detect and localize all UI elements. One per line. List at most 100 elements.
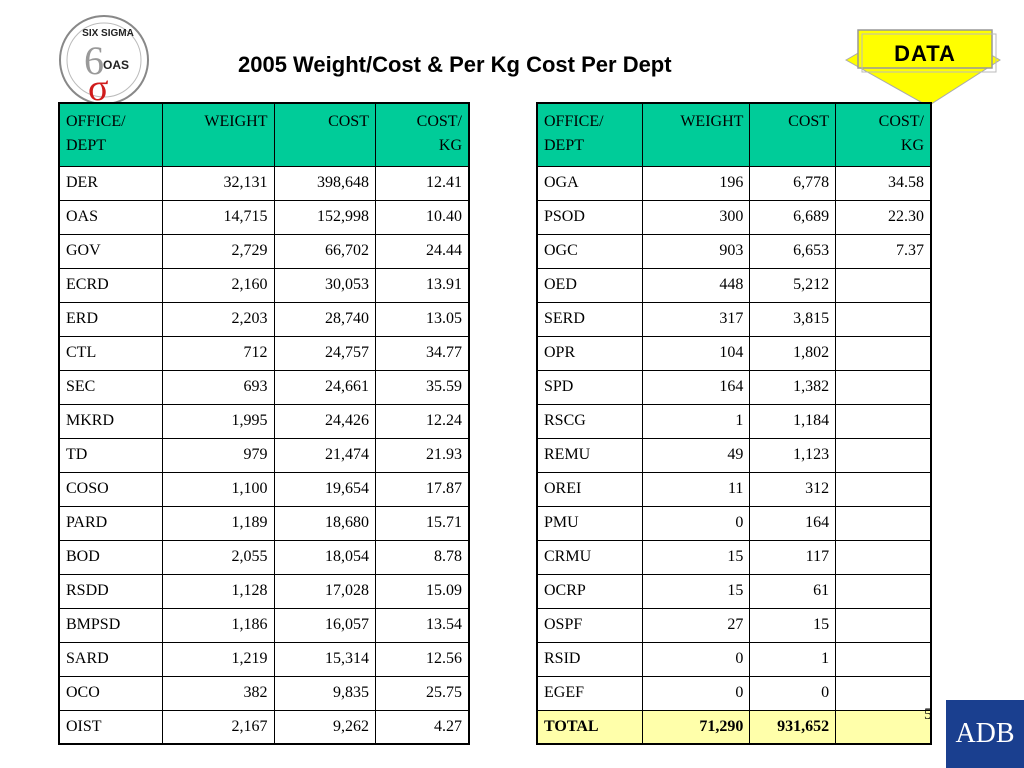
logo-top-text: SIX SIGMA xyxy=(82,28,134,39)
dept-name-cell: CRMU xyxy=(536,539,643,575)
cost-cell: 16,057 xyxy=(273,607,376,643)
dept-name-cell: SERD xyxy=(536,301,643,337)
table-row: SPD 164 1,382 xyxy=(536,369,932,405)
weight-cell: 15 xyxy=(641,573,751,609)
weight-cell: 1 xyxy=(641,403,751,439)
cost-cell: 931,652 xyxy=(749,709,837,745)
weight-cell: 2,167 xyxy=(162,709,275,745)
dept-name-cell: PARD xyxy=(58,505,164,541)
table-header-row: OFFICE/DEPT WEIGHT COST COST/KG xyxy=(58,102,470,167)
dept-name-cell: ERD xyxy=(58,301,164,337)
cost-cell: 164 xyxy=(749,505,837,541)
cost-per-kg-cell: 10.40 xyxy=(374,199,470,235)
cost-per-kg-cell: 4.27 xyxy=(374,709,470,745)
col-header-cost-per-kg: COST/KG xyxy=(374,102,470,167)
cost-per-kg-cell: 12.24 xyxy=(374,403,470,439)
logo-bottom-text: OAS xyxy=(103,58,129,72)
cost-per-kg-cell xyxy=(835,369,932,405)
cost-per-kg-cell: 13.05 xyxy=(374,301,470,337)
dept-name-cell: OREI xyxy=(536,471,643,507)
dept-name-cell: OGA xyxy=(536,165,643,201)
cost-per-kg-cell xyxy=(835,437,932,473)
dept-name-cell: REMU xyxy=(536,437,643,473)
dept-name-cell: RSDD xyxy=(58,573,164,609)
cost-per-kg-cell: 35.59 xyxy=(374,369,470,405)
cost-per-kg-cell: 22.30 xyxy=(835,199,932,235)
cost-per-kg-cell: 15.71 xyxy=(374,505,470,541)
weight-cell: 104 xyxy=(641,335,751,371)
table-row: PARD 1,189 18,680 15.71 xyxy=(58,505,470,541)
left-dept-table: OFFICE/DEPT WEIGHT COST COST/KG DER 32,13… xyxy=(58,102,470,745)
weight-cell: 1,219 xyxy=(162,641,275,677)
dept-name-cell: OED xyxy=(536,267,643,303)
cost-per-kg-cell xyxy=(835,675,932,711)
dept-name-cell: SPD xyxy=(536,369,643,405)
cost-per-kg-cell: 17.87 xyxy=(374,471,470,507)
table-row: RSDD 1,128 17,028 15.09 xyxy=(58,573,470,609)
weight-cell: 0 xyxy=(641,641,751,677)
weight-cell: 1,995 xyxy=(162,403,275,439)
cost-per-kg-cell: 12.56 xyxy=(374,641,470,677)
col-header-cost-per-kg: COST/KG xyxy=(835,102,932,167)
weight-cell: 903 xyxy=(641,233,751,269)
weight-cell: 49 xyxy=(641,437,751,473)
col-header-weight: WEIGHT xyxy=(162,102,275,167)
six-sigma-oas-logo: SIX SIGMA OAS 6 σ xyxy=(59,15,149,106)
col-header-cost: COST xyxy=(749,102,837,167)
cost-per-kg-cell xyxy=(835,641,932,677)
cost-per-kg-cell: 12.41 xyxy=(374,165,470,201)
weight-cell: 164 xyxy=(641,369,751,405)
table-row: BOD 2,055 18,054 8.78 xyxy=(58,539,470,575)
cost-cell: 1 xyxy=(749,641,837,677)
col-header-office: OFFICE/DEPT xyxy=(536,102,643,167)
dept-name-cell: OCRP xyxy=(536,573,643,609)
table-row: OCO 382 9,835 25.75 xyxy=(58,675,470,711)
weight-cell: 448 xyxy=(641,267,751,303)
cost-cell: 6,689 xyxy=(749,199,837,235)
cost-per-kg-cell xyxy=(835,709,932,745)
cost-per-kg-cell xyxy=(835,539,932,575)
table-row: ECRD 2,160 30,053 13.91 xyxy=(58,267,470,303)
cost-cell: 1,123 xyxy=(749,437,837,473)
table-row: SEC 693 24,661 35.59 xyxy=(58,369,470,405)
table-row: PSOD 300 6,689 22.30 xyxy=(536,199,932,235)
table-row: CTL 712 24,757 34.77 xyxy=(58,335,470,371)
table-row: TD 979 21,474 21.93 xyxy=(58,437,470,473)
table-row: OIST 2,167 9,262 4.27 xyxy=(58,709,470,745)
cost-cell: 1,382 xyxy=(749,369,837,405)
dept-name-cell: SEC xyxy=(58,369,164,405)
cost-cell: 9,835 xyxy=(273,675,376,711)
table-row: OGC 903 6,653 7.37 xyxy=(536,233,932,269)
dept-name-cell: EGEF xyxy=(536,675,643,711)
weight-cell: 196 xyxy=(641,165,751,201)
cost-cell: 28,740 xyxy=(273,301,376,337)
data-badge-arrow-icon xyxy=(844,29,1001,107)
adb-logo: ADB xyxy=(946,700,1024,768)
cost-cell: 66,702 xyxy=(273,233,376,269)
weight-cell: 693 xyxy=(162,369,275,405)
table-row: OED 448 5,212 xyxy=(536,267,932,303)
cost-per-kg-cell: 21.93 xyxy=(374,437,470,473)
cost-cell: 24,426 xyxy=(273,403,376,439)
cost-cell: 117 xyxy=(749,539,837,575)
cost-cell: 21,474 xyxy=(273,437,376,473)
cost-cell: 18,054 xyxy=(273,539,376,575)
cost-cell: 61 xyxy=(749,573,837,609)
col-header-cost: COST xyxy=(273,102,376,167)
right-dept-table: OFFICE/DEPT WEIGHT COST COST/KG OGA 196 6,… xyxy=(536,102,932,745)
weight-cell: 382 xyxy=(162,675,275,711)
cost-cell: 5,212 xyxy=(749,267,837,303)
cost-per-kg-cell: 24.44 xyxy=(374,233,470,269)
cost-per-kg-cell xyxy=(835,573,932,609)
weight-cell: 27 xyxy=(641,607,751,643)
weight-cell: 2,729 xyxy=(162,233,275,269)
dept-name-cell: PMU xyxy=(536,505,643,541)
cost-cell: 15,314 xyxy=(273,641,376,677)
total-row: TOTAL 71,290 931,652 xyxy=(536,709,932,745)
svg-text:6: 6 xyxy=(84,38,104,83)
dept-name-cell: OSPF xyxy=(536,607,643,643)
table-row: ERD 2,203 28,740 13.05 xyxy=(58,301,470,337)
weight-cell: 71,290 xyxy=(641,709,751,745)
cost-cell: 0 xyxy=(749,675,837,711)
cost-cell: 398,648 xyxy=(273,165,376,201)
